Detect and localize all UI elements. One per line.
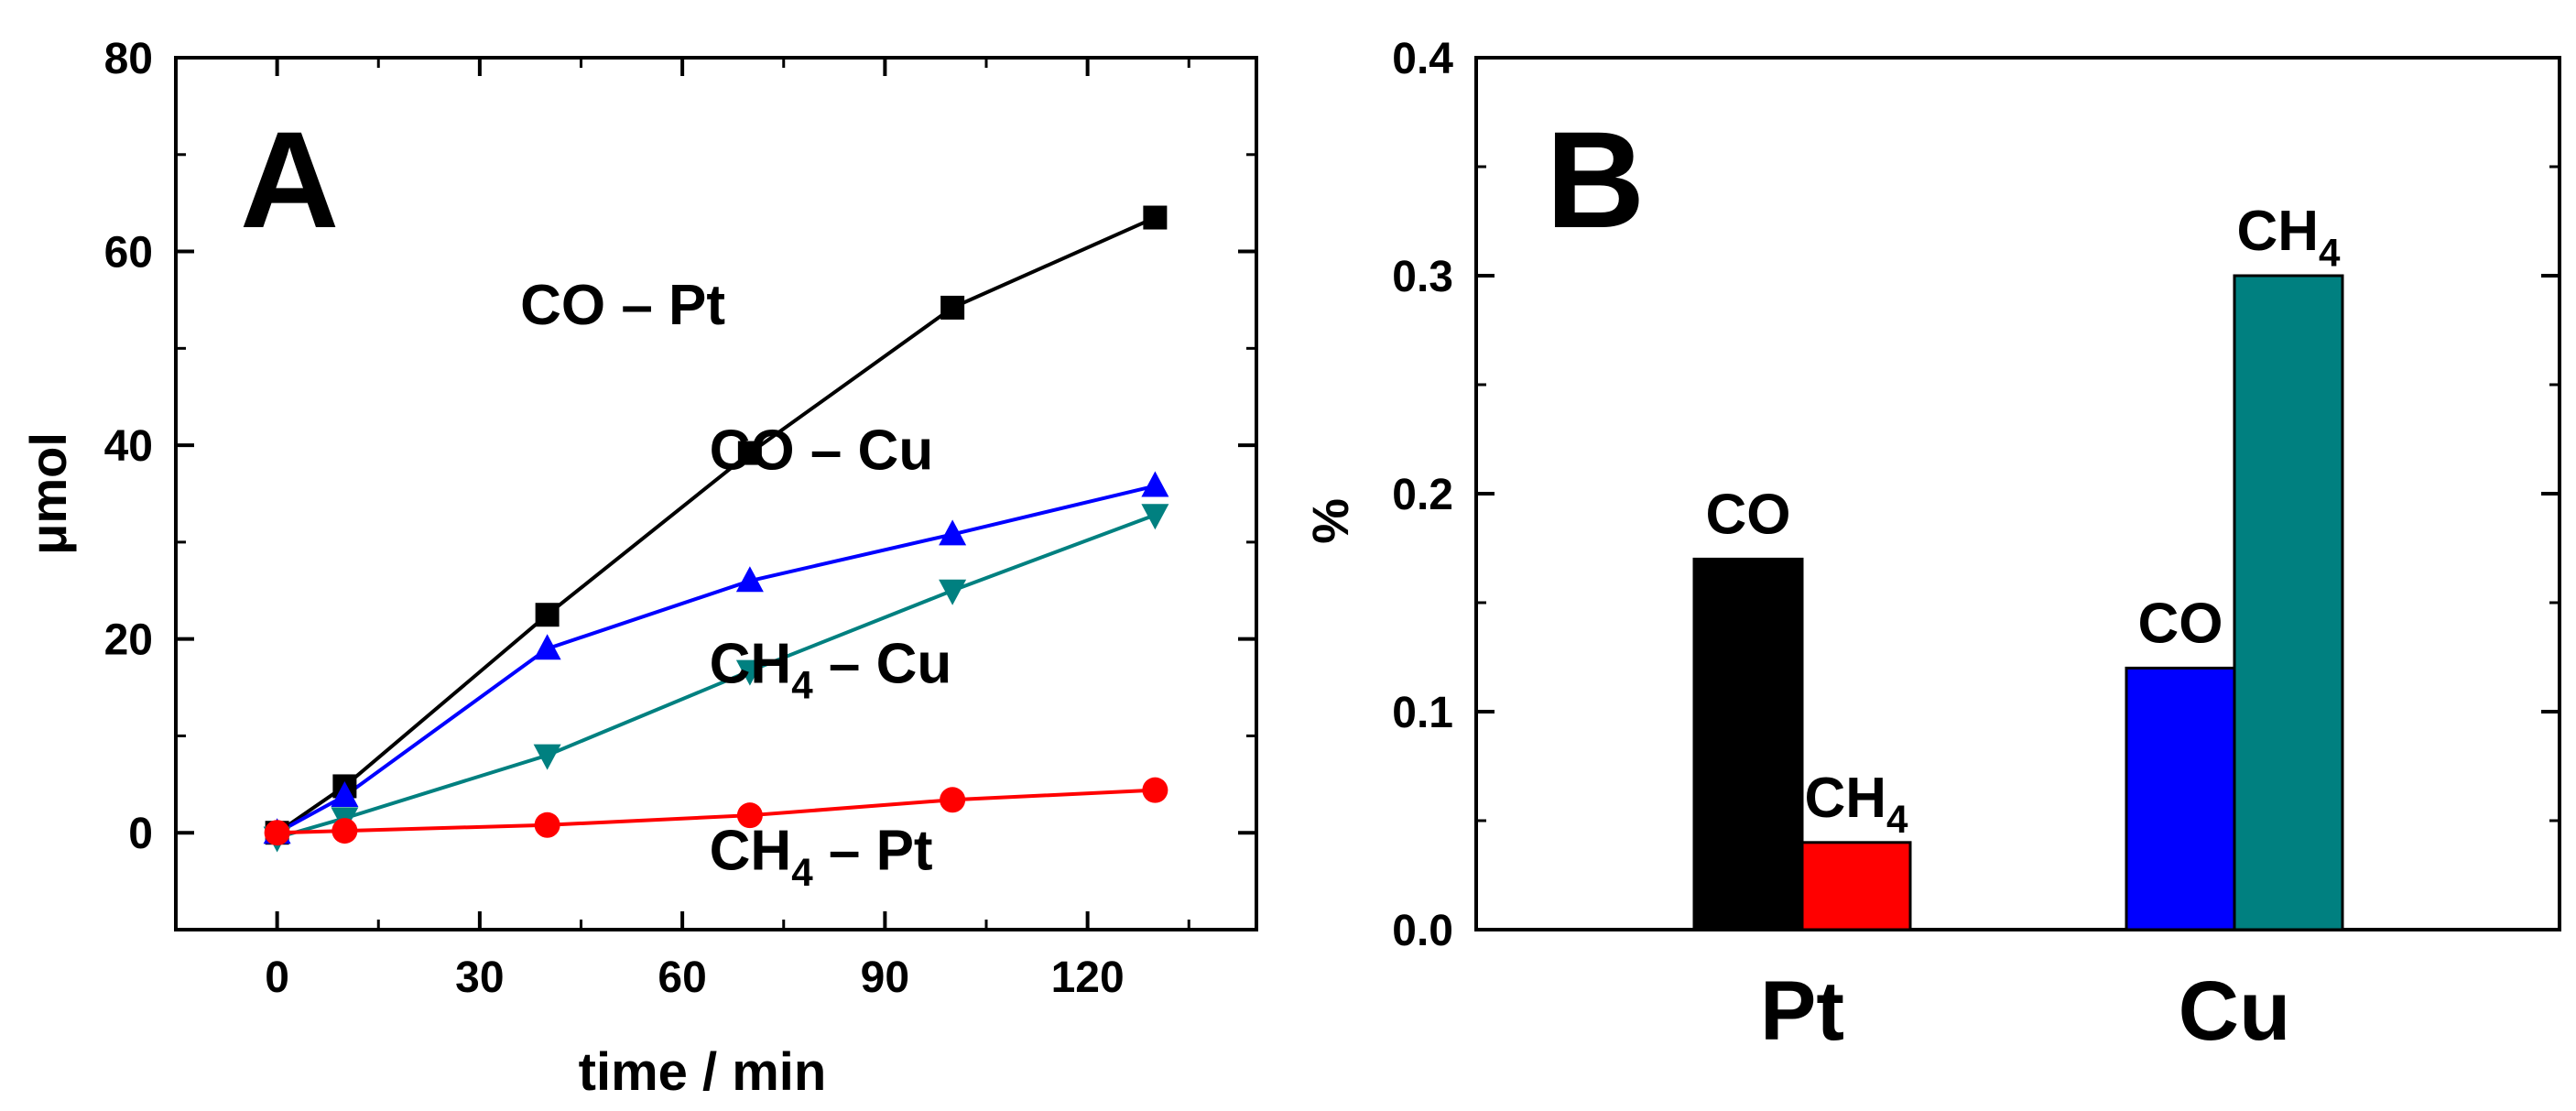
bar-Pt-CH4: [1800, 841, 1912, 931]
series-0-point: [535, 603, 560, 627]
bar-Cu-CO: [2125, 666, 2236, 931]
series-1-point: [533, 634, 561, 660]
panel-a-xlabel: time / min: [579, 1042, 827, 1102]
series-1-point: [735, 566, 764, 593]
series-0-point: [1143, 205, 1168, 230]
panel-b-ytick-label: 0.4: [1392, 35, 1453, 83]
series-0-point: [737, 441, 762, 465]
panel-b-ytick-label: 0.1: [1392, 689, 1453, 737]
panel-a-xtick-label: 120: [1051, 953, 1125, 1002]
panel-a-ytick-label: 80: [104, 35, 153, 83]
series-label-2: CH4 – Cu: [710, 632, 952, 706]
panel-b-letter: B: [1546, 103, 1645, 256]
series-1-point: [1141, 471, 1169, 497]
bar-label-Cu-CO: CO: [2138, 592, 2223, 655]
series-1-point: [331, 781, 359, 808]
panel-a-ytick-label: 40: [104, 422, 153, 471]
panel-a-ytick-label: 60: [104, 229, 153, 278]
panel-b-ytick-label: 0.0: [1392, 907, 1453, 955]
panel-a-xtick-label: 90: [861, 953, 909, 1002]
bar-label-Cu-CH4: CH4: [2236, 200, 2341, 274]
panel-b-ytick-label: 0.2: [1392, 471, 1453, 519]
series-3-point: [534, 811, 560, 838]
series-line-2: [277, 513, 1157, 840]
panel-a-xtick-label: 30: [455, 953, 504, 1002]
series-2-point: [735, 659, 764, 686]
panel-a-ytick-label: 0: [128, 810, 153, 858]
bar-label-Pt-CH4: CH4: [1804, 767, 1908, 841]
panel-a-xtick-label: 0: [265, 953, 289, 1002]
series-3-point: [264, 820, 290, 846]
series-2-point: [533, 744, 561, 770]
category-label: Pt: [1760, 964, 1844, 1058]
series-3-point: [332, 818, 358, 844]
series-2-point: [939, 579, 967, 605]
series-label-1: CO – Cu: [710, 419, 934, 483]
bar-label-Pt-CO: CO: [1706, 483, 1791, 546]
panel-a-ylabel: μmol: [19, 432, 77, 555]
bar-Pt-CO: [1692, 557, 1804, 931]
series-label-0: CO – Pt: [520, 274, 725, 337]
category-label: Cu: [2179, 964, 2291, 1058]
panel-b-ytick-label: 0.3: [1392, 253, 1453, 301]
panel-b-ylabel: %: [1301, 498, 1359, 544]
panel-a-xtick-label: 60: [658, 953, 706, 1002]
series-line-1: [276, 484, 1156, 834]
panel-a-frame: [174, 56, 1258, 931]
series-0-point: [940, 295, 965, 320]
series-2-point: [1141, 504, 1169, 530]
series-1-point: [939, 519, 967, 546]
panel-a-letter: A: [240, 103, 339, 256]
series-3-point: [940, 787, 966, 813]
panel-a-ytick-label: 20: [104, 616, 153, 665]
series-3-point: [1142, 777, 1168, 803]
bar-Cu-CH4: [2233, 274, 2344, 931]
series-3-point: [736, 802, 763, 829]
series-label-3: CH4 – Pt: [710, 819, 933, 893]
